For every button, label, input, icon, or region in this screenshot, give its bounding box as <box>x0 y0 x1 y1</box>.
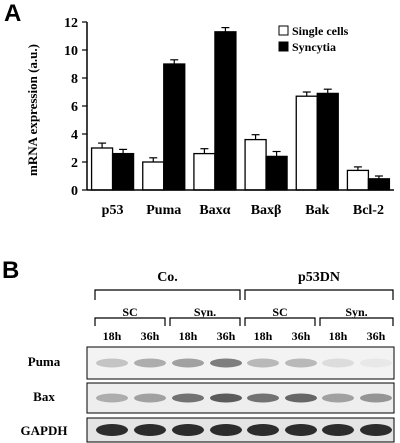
bracket-control <box>94 289 241 300</box>
timepoint-label: 18h <box>253 329 273 343</box>
bracket-syn-1 <box>169 317 241 326</box>
x-tick-label: Baxα <box>199 203 230 218</box>
legend-label-syncytia: Syncytia <box>292 40 336 54</box>
band-bax <box>134 393 166 403</box>
legend-swatch-syncytia <box>278 41 289 52</box>
bar-syncytia <box>265 155 288 191</box>
band-puma <box>322 358 354 368</box>
y-tick-label: 0 <box>71 184 78 199</box>
panel-a-letter: A <box>4 0 22 27</box>
band-puma <box>96 358 128 368</box>
band-puma <box>285 358 317 368</box>
band-gapdh <box>247 424 279 436</box>
blot-label-puma: Puma <box>27 354 61 369</box>
bar-single-cells <box>193 152 216 191</box>
band-bax <box>96 393 128 403</box>
band-puma <box>210 358 242 368</box>
group-label-p53dn: p53DN <box>297 270 340 285</box>
x-tick-label: Baxβ <box>251 203 282 218</box>
x-tick-label: Bcl-2 <box>353 203 384 218</box>
bracket-p53dn <box>244 289 394 300</box>
bar-syncytia <box>163 63 186 191</box>
y-tick-label: 4 <box>71 128 78 143</box>
bracket-sc-2 <box>244 317 316 326</box>
bracket-sc-1 <box>94 317 166 326</box>
y-tick-label: 12 <box>64 16 78 31</box>
legend: Single cells Syncytia <box>278 24 349 54</box>
condition-label-sc-2: SC <box>272 305 288 319</box>
y-tick-label: 10 <box>64 44 78 59</box>
timepoint-label: 18h <box>328 329 348 343</box>
western-blot <box>86 346 395 443</box>
band-bax <box>285 393 317 403</box>
timepoint-label: 36h <box>216 329 236 343</box>
x-tick-label: Bak <box>305 203 329 218</box>
band-puma <box>360 358 392 368</box>
bracket-syn-2 <box>319 317 394 326</box>
condition-label-syn-2: Syn. <box>345 305 368 319</box>
band-puma <box>247 358 279 368</box>
y-axis-label: mRNA expression (a.u.) <box>25 44 40 176</box>
y-tick-label: 6 <box>71 100 78 115</box>
band-gapdh <box>210 424 242 436</box>
band-puma <box>134 358 166 368</box>
bar-single-cells <box>346 169 370 191</box>
timepoint-label: 36h <box>291 329 311 343</box>
band-gapdh <box>134 424 166 436</box>
timepoint-label: 18h <box>178 329 198 343</box>
band-gapdh <box>285 424 317 436</box>
y-tick-label: 8 <box>71 72 78 87</box>
blot-label-gapdh: GAPDH <box>20 423 68 438</box>
bar-syncytia <box>367 178 391 191</box>
timepoint-label: 36h <box>140 329 160 343</box>
timepoint-label: 18h <box>102 329 122 343</box>
legend-swatch-single-cells <box>278 25 289 36</box>
condition-label-sc-1: SC <box>122 305 138 319</box>
y-tick-label: 2 <box>71 156 78 171</box>
band-bax <box>210 393 242 403</box>
band-puma <box>172 358 204 368</box>
group-label-control: Co. <box>157 270 178 285</box>
x-tick-label: Puma <box>146 203 181 218</box>
bar-syncytia <box>214 31 237 191</box>
band-gapdh <box>172 424 204 436</box>
bar-single-cells <box>244 138 267 191</box>
band-bax <box>322 393 354 403</box>
panel-b-letter: B <box>2 257 20 284</box>
blot-label-bax: Bax <box>33 389 55 404</box>
band-gapdh <box>322 424 354 436</box>
band-bax <box>172 393 204 403</box>
condition-label-syn-1: Syn. <box>193 305 217 319</box>
bar-single-cells <box>295 95 318 191</box>
x-tick-label: p53 <box>102 203 124 218</box>
bar-syncytia <box>111 152 135 191</box>
band-gapdh <box>96 424 128 436</box>
bar-single-cells <box>90 147 114 191</box>
band-gapdh <box>360 424 392 436</box>
blot-brackets <box>94 289 394 326</box>
band-bax <box>247 393 279 403</box>
bar-chart: mRNA expression (a.u.) 0 2 4 6 8 10 12 p53 Puma… <box>25 16 394 218</box>
band-bax <box>360 393 392 403</box>
timepoint-label: 36h <box>366 329 386 343</box>
bar-syncytia <box>316 92 339 191</box>
bar-single-cells <box>142 161 165 191</box>
legend-label-single-cells: Single cells <box>292 24 349 38</box>
